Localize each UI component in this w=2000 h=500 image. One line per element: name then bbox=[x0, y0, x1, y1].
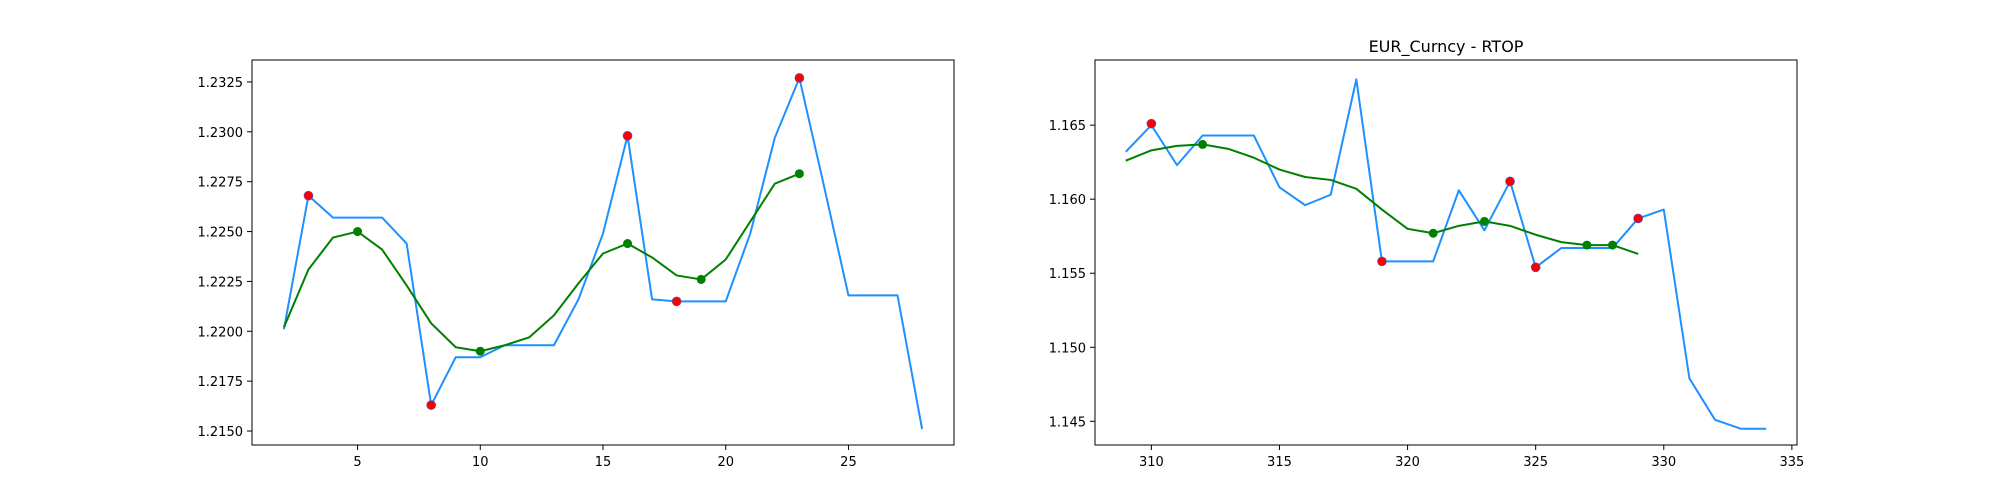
y-tick-label: 1.2300 bbox=[198, 126, 244, 141]
y-tick-label: 1.155 bbox=[1049, 267, 1086, 282]
price-line bbox=[1125, 78, 1767, 430]
plot-content bbox=[1125, 78, 1767, 430]
extremum-point bbox=[1530, 262, 1541, 273]
y-tick-label: 1.2275 bbox=[198, 176, 244, 191]
smoothed-extremum-point bbox=[1198, 139, 1208, 149]
extremum-point bbox=[426, 400, 436, 410]
x-tick-label: 330 bbox=[1651, 455, 1676, 470]
plot-content bbox=[282, 73, 924, 430]
y-tick-label: 1.2225 bbox=[198, 275, 244, 290]
chart-panel-right: EUR_Curncy - RTOP 310 315 320 325 330 335 1.14… bbox=[1049, 37, 1805, 470]
plot-frame bbox=[1094, 59, 1798, 446]
chart-panel-left: 5 10 15 20 25 1.2150 1.2175 1.2200 1.2225 1.2250 1… bbox=[198, 59, 955, 470]
plot-area: 310 315 320 325 330 335 1.145 1.150 1.155 1.160 1.… bbox=[1049, 59, 1804, 470]
plot-area: 5 10 15 20 25 1.2150 1.2175 1.2200 1.2225 1.2250 1… bbox=[198, 59, 955, 470]
smoothed-line bbox=[282, 172, 800, 353]
x-tick-label: 315 bbox=[1267, 455, 1292, 470]
extremum-point bbox=[622, 131, 633, 141]
smoothed-extremum-point bbox=[353, 227, 363, 237]
plot-frame bbox=[251, 59, 955, 446]
y-tick-label: 1.145 bbox=[1049, 415, 1086, 430]
extremum-point bbox=[1633, 213, 1643, 224]
x-tick-label: 10 bbox=[472, 455, 489, 470]
x-tick-label: 310 bbox=[1139, 455, 1164, 470]
y-tick-label: 1.2200 bbox=[198, 325, 244, 340]
x-tick-label: 320 bbox=[1395, 455, 1420, 470]
y-tick-label: 1.150 bbox=[1049, 341, 1086, 356]
extremum-point bbox=[794, 73, 805, 83]
x-tick-label: 335 bbox=[1779, 455, 1804, 470]
extremum-point bbox=[671, 296, 682, 307]
y-tick-label: 1.160 bbox=[1049, 193, 1086, 208]
x-tick-label: 15 bbox=[595, 455, 612, 470]
extremum-point bbox=[303, 190, 314, 201]
smoothed-extremum-point bbox=[1582, 240, 1592, 250]
smoothed-line bbox=[1125, 143, 1639, 255]
y-tick-label: 1.2175 bbox=[198, 375, 244, 390]
chart-title: EUR_Curncy - RTOP bbox=[1369, 37, 1524, 57]
extremum-point bbox=[1377, 256, 1387, 267]
extremum-point bbox=[1505, 176, 1515, 187]
smoothed-extremum-point bbox=[623, 239, 633, 249]
smoothed-extremum-point bbox=[1428, 228, 1438, 238]
y-tick-label: 1.2250 bbox=[198, 226, 244, 241]
y-tick-label: 1.2325 bbox=[198, 76, 244, 91]
x-tick-label: 20 bbox=[717, 455, 734, 470]
smoothed-extremum-point bbox=[1479, 216, 1489, 226]
y-tick-label: 1.2150 bbox=[198, 425, 244, 440]
x-tick-label: 25 bbox=[840, 455, 857, 470]
x-tick-label: 325 bbox=[1523, 455, 1548, 470]
price-line bbox=[282, 76, 924, 430]
smoothed-extremum-point bbox=[696, 274, 706, 284]
smoothed-extremum-point bbox=[794, 169, 804, 179]
y-tick-label: 1.165 bbox=[1049, 119, 1086, 134]
smoothed-extremum-point bbox=[475, 346, 485, 356]
x-tick-label: 5 bbox=[353, 455, 361, 470]
smoothed-extremum-point bbox=[1608, 240, 1618, 250]
extremum-point bbox=[1146, 118, 1157, 129]
